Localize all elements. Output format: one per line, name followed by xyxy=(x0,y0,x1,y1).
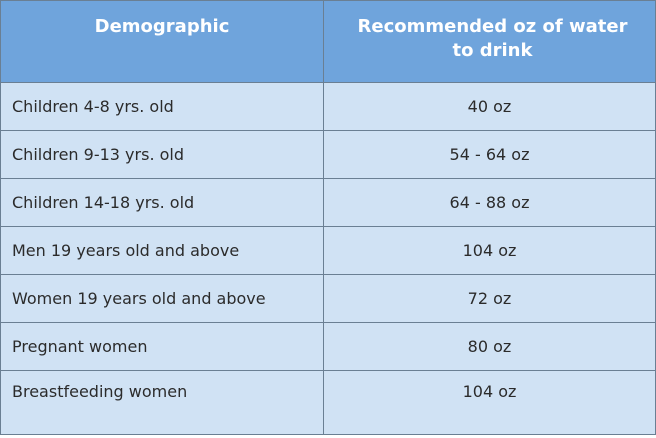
demographic-cell: Men 19 years old and above xyxy=(0,226,324,275)
table-row: Pregnant women 80 oz xyxy=(0,322,656,371)
demographic-cell: Children 9-13 yrs. old xyxy=(0,130,324,179)
table-row: Children 14-18 yrs. old 64 - 88 oz xyxy=(0,178,656,227)
demographic-cell: Women 19 years old and above xyxy=(0,274,324,323)
demographic-cell: Pregnant women xyxy=(0,322,324,371)
table-header-row: Demographic Recommended oz of water to d… xyxy=(0,0,656,83)
amount-cell: 104 oz xyxy=(323,226,656,275)
demographic-cell: Breastfeeding women xyxy=(0,370,324,435)
column-header-recommended-amount: Recommended oz of water to drink xyxy=(323,0,656,83)
amount-cell: 40 oz xyxy=(323,82,656,131)
table-row: Men 19 years old and above 104 oz xyxy=(0,226,656,275)
table-row: Breastfeeding women 104 oz xyxy=(0,370,656,435)
column-header-demographic: Demographic xyxy=(0,0,324,83)
amount-cell: 80 oz xyxy=(323,322,656,371)
table-row: Children 4-8 yrs. old 40 oz xyxy=(0,82,656,131)
demographic-cell: Children 4-8 yrs. old xyxy=(0,82,324,131)
demographic-cell: Children 14-18 yrs. old xyxy=(0,178,324,227)
amount-cell: 64 - 88 oz xyxy=(323,178,656,227)
amount-cell: 72 oz xyxy=(323,274,656,323)
amount-cell: 54 - 64 oz xyxy=(323,130,656,179)
amount-cell: 104 oz xyxy=(323,370,656,435)
table-row: Women 19 years old and above 72 oz xyxy=(0,274,656,323)
table-row: Children 9-13 yrs. old 54 - 64 oz xyxy=(0,130,656,179)
